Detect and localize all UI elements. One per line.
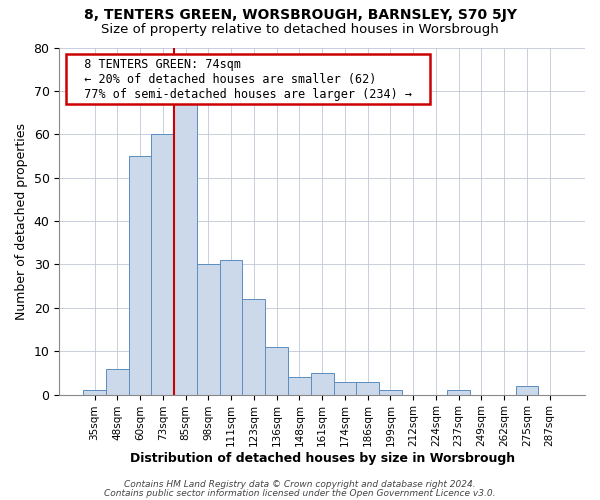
Bar bbox=[311, 373, 334, 394]
Bar bbox=[379, 390, 402, 394]
Text: Size of property relative to detached houses in Worsbrough: Size of property relative to detached ho… bbox=[101, 22, 499, 36]
Text: Contains HM Land Registry data © Crown copyright and database right 2024.: Contains HM Land Registry data © Crown c… bbox=[124, 480, 476, 489]
Bar bbox=[83, 390, 106, 394]
Bar bbox=[151, 134, 174, 394]
Bar bbox=[265, 347, 288, 395]
Bar bbox=[197, 264, 220, 394]
X-axis label: Distribution of detached houses by size in Worsbrough: Distribution of detached houses by size … bbox=[130, 452, 515, 465]
Bar bbox=[448, 390, 470, 394]
Bar bbox=[334, 382, 356, 394]
Bar bbox=[174, 104, 197, 395]
Text: 8, TENTERS GREEN, WORSBROUGH, BARNSLEY, S70 5JY: 8, TENTERS GREEN, WORSBROUGH, BARNSLEY, … bbox=[83, 8, 517, 22]
Bar bbox=[242, 299, 265, 394]
Bar bbox=[515, 386, 538, 394]
Text: Contains public sector information licensed under the Open Government Licence v3: Contains public sector information licen… bbox=[104, 488, 496, 498]
Bar bbox=[128, 156, 151, 394]
Bar bbox=[106, 368, 128, 394]
Y-axis label: Number of detached properties: Number of detached properties bbox=[15, 122, 28, 320]
Text: 8 TENTERS GREEN: 74sqm  
  ← 20% of detached houses are smaller (62)  
  77% of : 8 TENTERS GREEN: 74sqm ← 20% of detached… bbox=[70, 58, 426, 101]
Bar bbox=[288, 377, 311, 394]
Bar bbox=[220, 260, 242, 394]
Bar bbox=[356, 382, 379, 394]
